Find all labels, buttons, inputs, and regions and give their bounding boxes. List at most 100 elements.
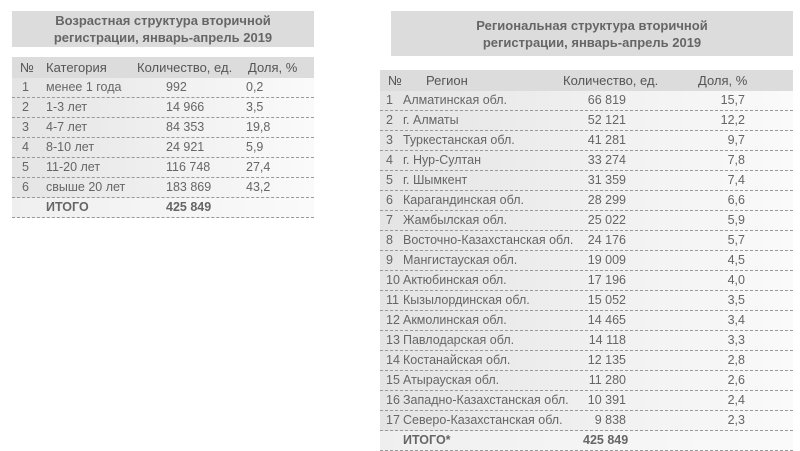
header-share: Доля, % xyxy=(248,60,298,75)
cell-region: Акмолинская обл. xyxy=(403,313,507,327)
header-share: Доля, % xyxy=(698,73,748,88)
cell-num: 4 xyxy=(386,153,393,167)
total-count: 425 849 xyxy=(583,433,629,447)
cell-count: 116 748 xyxy=(166,160,211,174)
cell-count: 10 391 xyxy=(587,393,626,407)
cell-count: 17 196 xyxy=(587,273,626,287)
cell-region: Карагандинская обл. xyxy=(403,193,524,207)
cell-count: 66 819 xyxy=(587,93,626,107)
cell-region: Восточно-Казахстанская обл. xyxy=(403,233,574,247)
cell-share: 0,2 xyxy=(246,80,264,94)
cell-category: свыше 20 лет xyxy=(46,180,126,194)
cell-count: 19 009 xyxy=(587,253,626,267)
cell-share: 2,6 xyxy=(727,373,745,387)
cell-region: г. Шымкент xyxy=(403,173,468,187)
cell-category: 11-20 лет xyxy=(46,160,101,174)
cell-num: 13 xyxy=(386,333,400,347)
cell-region: Костанайская обл. xyxy=(403,353,511,367)
cell-region: г. Алматы xyxy=(403,113,459,127)
cell-region: Кызылординская обл. xyxy=(403,293,530,307)
cell-num: 7 xyxy=(386,213,393,227)
region-table-title: Региональная структура вторичной регистр… xyxy=(391,11,793,56)
table-row: 5 11-20 лет 116 748 27,4 xyxy=(12,158,314,178)
table-row: 15 Атырауская обл. 11 280 2,6 xyxy=(380,371,793,391)
cell-share: 4,5 xyxy=(727,253,745,267)
table-row: 3 4-7 лет 84 353 19,8 xyxy=(12,118,314,138)
cell-count: 12 135 xyxy=(587,353,626,367)
cell-count: 28 299 xyxy=(587,193,626,207)
cell-category: 4-7 лет xyxy=(46,120,88,134)
cell-num: 4 xyxy=(22,140,29,154)
header-num: № xyxy=(388,73,402,88)
cell-share: 7,4 xyxy=(727,173,745,187)
cell-count: 992 xyxy=(166,80,187,94)
cell-share: 5,7 xyxy=(727,233,745,247)
table-row: 13 Павлодарская обл. 14 118 3,3 xyxy=(380,331,793,351)
cell-share: 3,4 xyxy=(727,313,745,327)
table-row: 6 Карагандинская обл. 28 299 6,6 xyxy=(380,191,793,211)
cell-num: 1 xyxy=(22,80,29,94)
table-header: № Категория Количество, ед. Доля, % xyxy=(12,57,314,78)
total-row: ИТОГО 425 849 xyxy=(12,198,314,218)
cell-share: 2,3 xyxy=(727,413,745,427)
cell-count: 84 353 xyxy=(166,120,205,134)
cell-region: Павлодарская обл. xyxy=(403,333,515,347)
cell-num: 11 xyxy=(386,293,399,307)
age-table: № Категория Количество, ед. Доля, % 1 мен… xyxy=(12,57,314,218)
cell-count: 41 281 xyxy=(587,133,626,147)
table-row: 5 г. Шымкент 31 359 7,4 xyxy=(380,171,793,191)
total-label: ИТОГО xyxy=(46,200,89,214)
cell-share: 4,0 xyxy=(727,273,745,287)
total-count: 425 849 xyxy=(166,200,212,214)
cell-num: 1 xyxy=(386,93,393,107)
cell-num: 2 xyxy=(22,100,29,114)
cell-num: 3 xyxy=(386,133,393,147)
total-row: ИТОГО* 425 849 xyxy=(380,431,793,451)
cell-share: 9,7 xyxy=(727,133,745,147)
cell-num: 12 xyxy=(386,313,400,327)
region-table: № Регион Количество, ед. Доля, % 1 Алмати… xyxy=(380,70,793,451)
cell-num: 15 xyxy=(386,373,400,387)
cell-share: 3,5 xyxy=(246,100,264,114)
cell-share: 19,8 xyxy=(246,120,271,134)
table-row: 1 менее 1 года 992 0,2 xyxy=(12,78,314,98)
cell-share: 12,2 xyxy=(720,113,745,127)
table-row: 7 Жамбылская обл. 25 022 5,9 xyxy=(380,211,793,231)
cell-count: 24 921 xyxy=(166,140,205,154)
cell-count: 11 280 xyxy=(588,373,626,387)
header-count: Количество, ед. xyxy=(137,60,233,75)
table-row: 3 Туркестанская обл. 41 281 9,7 xyxy=(380,131,793,151)
cell-count: 15 052 xyxy=(587,293,626,307)
cell-category: 1-3 лет xyxy=(46,100,88,114)
table-row: 6 свыше 20 лет 183 869 43,2 xyxy=(12,178,314,198)
header-count: Количество, ед. xyxy=(563,73,659,88)
cell-share: 3,3 xyxy=(727,333,745,347)
cell-region: Жамбылская обл. xyxy=(403,213,508,227)
table-row: 10 Актюбинская обл. 17 196 4,0 xyxy=(380,271,793,291)
table-row: 2 г. Алматы 52 121 12,2 xyxy=(380,111,793,131)
cell-region: Актюбинская обл. xyxy=(403,273,507,287)
cell-num: 10 xyxy=(386,273,400,287)
cell-share: 5,9 xyxy=(727,213,745,227)
cell-region: Атырауская обл. xyxy=(403,373,500,387)
cell-region: Северо-Казахстанская обл. xyxy=(403,413,563,427)
cell-category: 8-10 лет xyxy=(46,140,95,154)
cell-count: 33 274 xyxy=(587,153,626,167)
cell-count: 31 359 xyxy=(587,173,626,187)
cell-share: 15,7 xyxy=(720,93,745,107)
cell-num: 8 xyxy=(386,233,393,247)
cell-region: Мангистауская обл. xyxy=(403,253,518,267)
cell-share: 3,5 xyxy=(727,293,745,307)
table-row: 14 Костанайская обл. 12 135 2,8 xyxy=(380,351,793,371)
table-row: 17 Северо-Казахстанская обл. 9 838 2,3 xyxy=(380,411,793,431)
table-row: 4 г. Нур-Султан 33 274 7,8 xyxy=(380,151,793,171)
cell-region: Алматинская обл. xyxy=(403,93,508,107)
cell-share: 6,6 xyxy=(727,193,745,207)
cell-share: 43,2 xyxy=(246,180,271,194)
cell-num: 17 xyxy=(386,413,400,427)
table-row: 9 Мангистауская обл. 19 009 4,5 xyxy=(380,251,793,271)
table-row: 4 8-10 лет 24 921 5,9 xyxy=(12,138,314,158)
cell-num: 14 xyxy=(386,353,400,367)
header-category: Категория xyxy=(46,60,107,75)
cell-count: 9 838 xyxy=(594,413,626,427)
